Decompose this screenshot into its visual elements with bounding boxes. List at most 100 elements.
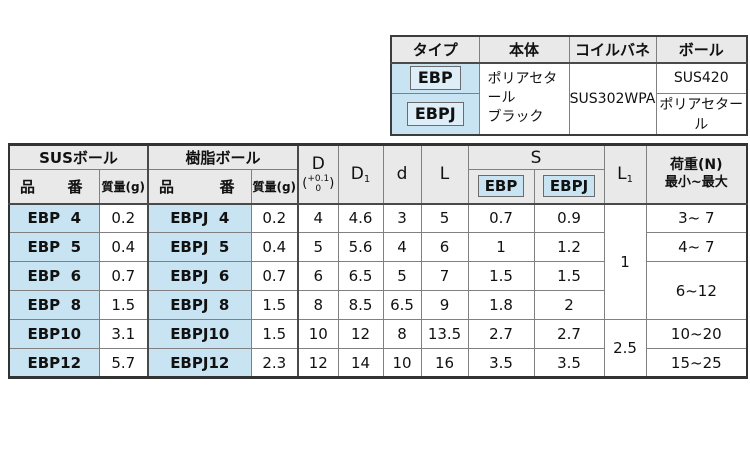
s-ebpj-cell: 0.9	[533, 203, 605, 233]
header-l1: L1	[603, 144, 647, 205]
part-char-hin: 品	[20, 177, 36, 196]
s-ebpj-badge: EBPJ	[542, 175, 596, 198]
sus-part-cell: EBP 4	[8, 203, 100, 233]
type-table: タイプ 本体 コイルバネ ボール EBP ポリアセタール ブラック SUS302…	[390, 35, 748, 136]
resin-part-cell: EBPJ 5	[147, 232, 252, 262]
d-cell: 4	[297, 203, 339, 233]
spec-row-ebp8: EBP 8 1.5 EBPJ 8 1.5 8 8.5 6.5 9 1.8 2	[8, 290, 747, 320]
s-ebp-cell: 1	[467, 232, 535, 262]
type-cell-ebpj: EBPJ	[390, 92, 480, 135]
d-small-cell: 4	[382, 232, 422, 262]
header-resin-part-number: 品番	[147, 169, 252, 205]
spec-sub-header-row: 品番 質量(g) 品番 質量(g) EBP EBPJ	[8, 169, 747, 205]
s-ebpj-cell: 1.2	[533, 232, 605, 262]
ebpj-type-badge: EBPJ	[406, 101, 464, 126]
s-ebp-cell: 0.7	[467, 203, 535, 233]
d-cell: 6	[297, 261, 339, 291]
d-small-cell: 10	[382, 348, 422, 378]
l-cell: 6	[420, 232, 469, 262]
group-resin-ball: 樹脂ボール	[147, 144, 299, 170]
header-sus-mass: 質量(g)	[98, 169, 149, 205]
header-d: D (+0.1 0)	[297, 144, 339, 205]
resin-mass-cell: 0.2	[250, 203, 299, 233]
s-ebp-cell: 3.5	[467, 348, 535, 378]
header-l: L	[420, 144, 469, 205]
l1-cell-group-b: 2.5	[603, 319, 647, 378]
sus-mass-cell: 0.4	[98, 232, 149, 262]
d-cell: 5	[297, 232, 339, 262]
spec-group-header-row: SUSボール 樹脂ボール D (+0.1 0) D1 d L S L1 荷重(N)…	[8, 144, 748, 205]
resin-part-cell: EBPJ 6	[147, 261, 252, 291]
d-tol-lower: 0	[315, 183, 322, 194]
resin-mass-cell: 0.7	[250, 261, 299, 291]
s-ebp-badge: EBP	[477, 175, 525, 198]
type-row-ebpj: EBPJ ポリアセタール	[390, 92, 748, 135]
d1-cell: 8.5	[337, 290, 384, 320]
group-sus-ball: SUSボール	[8, 144, 149, 170]
header-coil-spring: コイルバネ	[568, 35, 657, 64]
d-cell: 10	[297, 319, 339, 349]
d-small-cell: 3	[382, 203, 422, 233]
type-cell-ebp: EBP	[390, 62, 480, 94]
ball-cell-ebp: SUS420	[655, 62, 748, 94]
sus-mass-cell: 3.1	[98, 319, 149, 349]
s-ebp-cell: 2.7	[467, 319, 535, 349]
s-ebpj-cell: 2	[533, 290, 605, 320]
header-load: 荷重(N) 最小~最大	[645, 144, 748, 205]
group-s: S	[467, 144, 605, 170]
d-cell: 8	[297, 290, 339, 320]
resin-mass-cell: 0.4	[250, 232, 299, 262]
d-small-cell: 6.5	[382, 290, 422, 320]
sus-mass-cell: 1.5	[98, 290, 149, 320]
l1-cell-group-a: 1	[603, 203, 647, 320]
load-cell: 4~ 7	[645, 232, 748, 262]
header-type: タイプ	[390, 35, 480, 64]
ball-cell-ebpj: ポリアセタール	[655, 92, 748, 135]
d1-label: D	[350, 163, 364, 184]
d1-cell: 6.5	[337, 261, 384, 291]
spec-row-ebp4: EBP 4 0.2 EBPJ 4 0.2 4 4.6 3 5 0.7 0.9 1…	[8, 203, 748, 320]
d-tol-paren-close: )	[329, 176, 335, 192]
d-cell: 12	[297, 348, 339, 378]
d1-subscript: 1	[363, 173, 371, 185]
d-tol-paren-open: (	[302, 176, 308, 192]
d1-cell: 14	[337, 348, 384, 378]
header-resin-mass: 質量(g)	[250, 169, 299, 205]
load-cell: 15~25	[645, 348, 748, 378]
spec-row-ebp6: EBP 6 0.7 EBPJ 6 0.7 6 6.5 5 7 1.5 1.5 6…	[8, 261, 748, 320]
load-cell-group: 6~12	[645, 261, 748, 320]
load-cell: 10~20	[645, 319, 748, 349]
l-cell: 7	[420, 261, 469, 291]
s-ebp-cell: 1.5	[467, 261, 535, 291]
l1-subscript: 1	[626, 173, 633, 185]
header-s-ebpj: EBPJ	[533, 169, 605, 205]
spec-row-ebp12: EBP12 5.7 EBPJ12 2.3 12 14 10 16 3.5 3.5…	[8, 348, 748, 378]
load-subtitle: 最小~最大	[664, 175, 728, 191]
resin-mass-cell: 2.3	[250, 348, 299, 378]
resin-part-cell: EBPJ12	[147, 348, 252, 378]
sus-part-cell: EBP 8	[8, 290, 100, 320]
s-ebpj-cell: 1.5	[533, 261, 605, 291]
load-cell: 3~ 7	[645, 203, 748, 233]
type-row-ebp: EBP ポリアセタール ブラック SUS302WPA SUS420	[390, 62, 748, 135]
resin-part-cell: EBPJ 4	[147, 203, 252, 233]
resin-mass-cell: 1.5	[250, 319, 299, 349]
resin-mass-cell: 1.5	[250, 290, 299, 320]
part-char-ban: 番	[219, 177, 235, 196]
header-s-ebp: EBP	[467, 169, 535, 205]
sus-part-cell: EBP 5	[8, 232, 100, 262]
header-sus-part-number: 品番	[8, 169, 100, 205]
d-tol-upper: +0.1	[307, 173, 330, 184]
body-material-cell: ポリアセタール ブラック	[478, 62, 570, 135]
s-ebp-cell: 1.8	[467, 290, 535, 320]
header-d1: D1	[337, 144, 384, 205]
sus-part-cell: EBP 6	[8, 261, 100, 291]
sus-mass-cell: 0.2	[98, 203, 149, 233]
resin-part-cell: EBPJ10	[147, 319, 252, 349]
body-material-line1: ポリアセタール	[487, 71, 558, 107]
spec-row-ebp10: EBP10 3.1 EBPJ10 1.5 10 12 8 13.5 2.7 2.…	[8, 319, 748, 378]
d1-cell: 5.6	[337, 232, 384, 262]
header-d-small: d	[382, 144, 422, 205]
header-ball: ボール	[655, 35, 748, 64]
header-body: 本体	[478, 35, 570, 64]
